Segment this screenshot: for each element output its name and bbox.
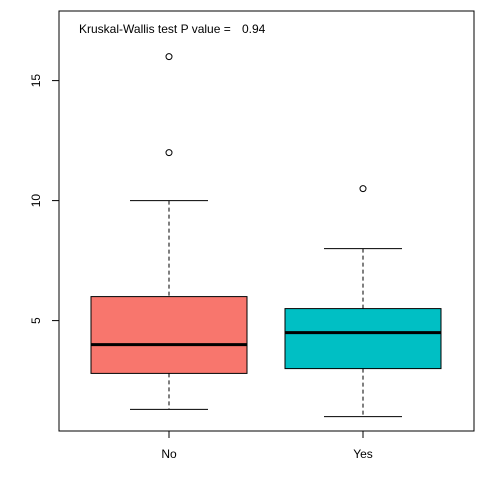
y-tick-label-15: 15 xyxy=(29,74,43,88)
outlier-no-0 xyxy=(166,150,172,156)
x-tick-label-no: No xyxy=(161,447,177,461)
box-group-no xyxy=(91,54,247,410)
x-tick-label-yes: Yes xyxy=(353,447,373,461)
outlier-yes-0 xyxy=(360,186,366,192)
box-iqr-yes xyxy=(285,309,441,369)
box-group-yes xyxy=(285,186,441,417)
annotation-value: 0.94 xyxy=(242,22,266,36)
y-tick-label-5: 5 xyxy=(29,317,43,324)
x-axis: No Yes xyxy=(161,431,372,461)
y-tick-label-10: 10 xyxy=(29,194,43,208)
boxes-layer xyxy=(91,54,441,417)
y-axis: 5 10 15 xyxy=(29,74,59,324)
box-iqr-no xyxy=(91,297,247,374)
outlier-no-1 xyxy=(166,54,172,60)
annotation-label: Kruskal-Wallis test P value = xyxy=(79,22,231,36)
